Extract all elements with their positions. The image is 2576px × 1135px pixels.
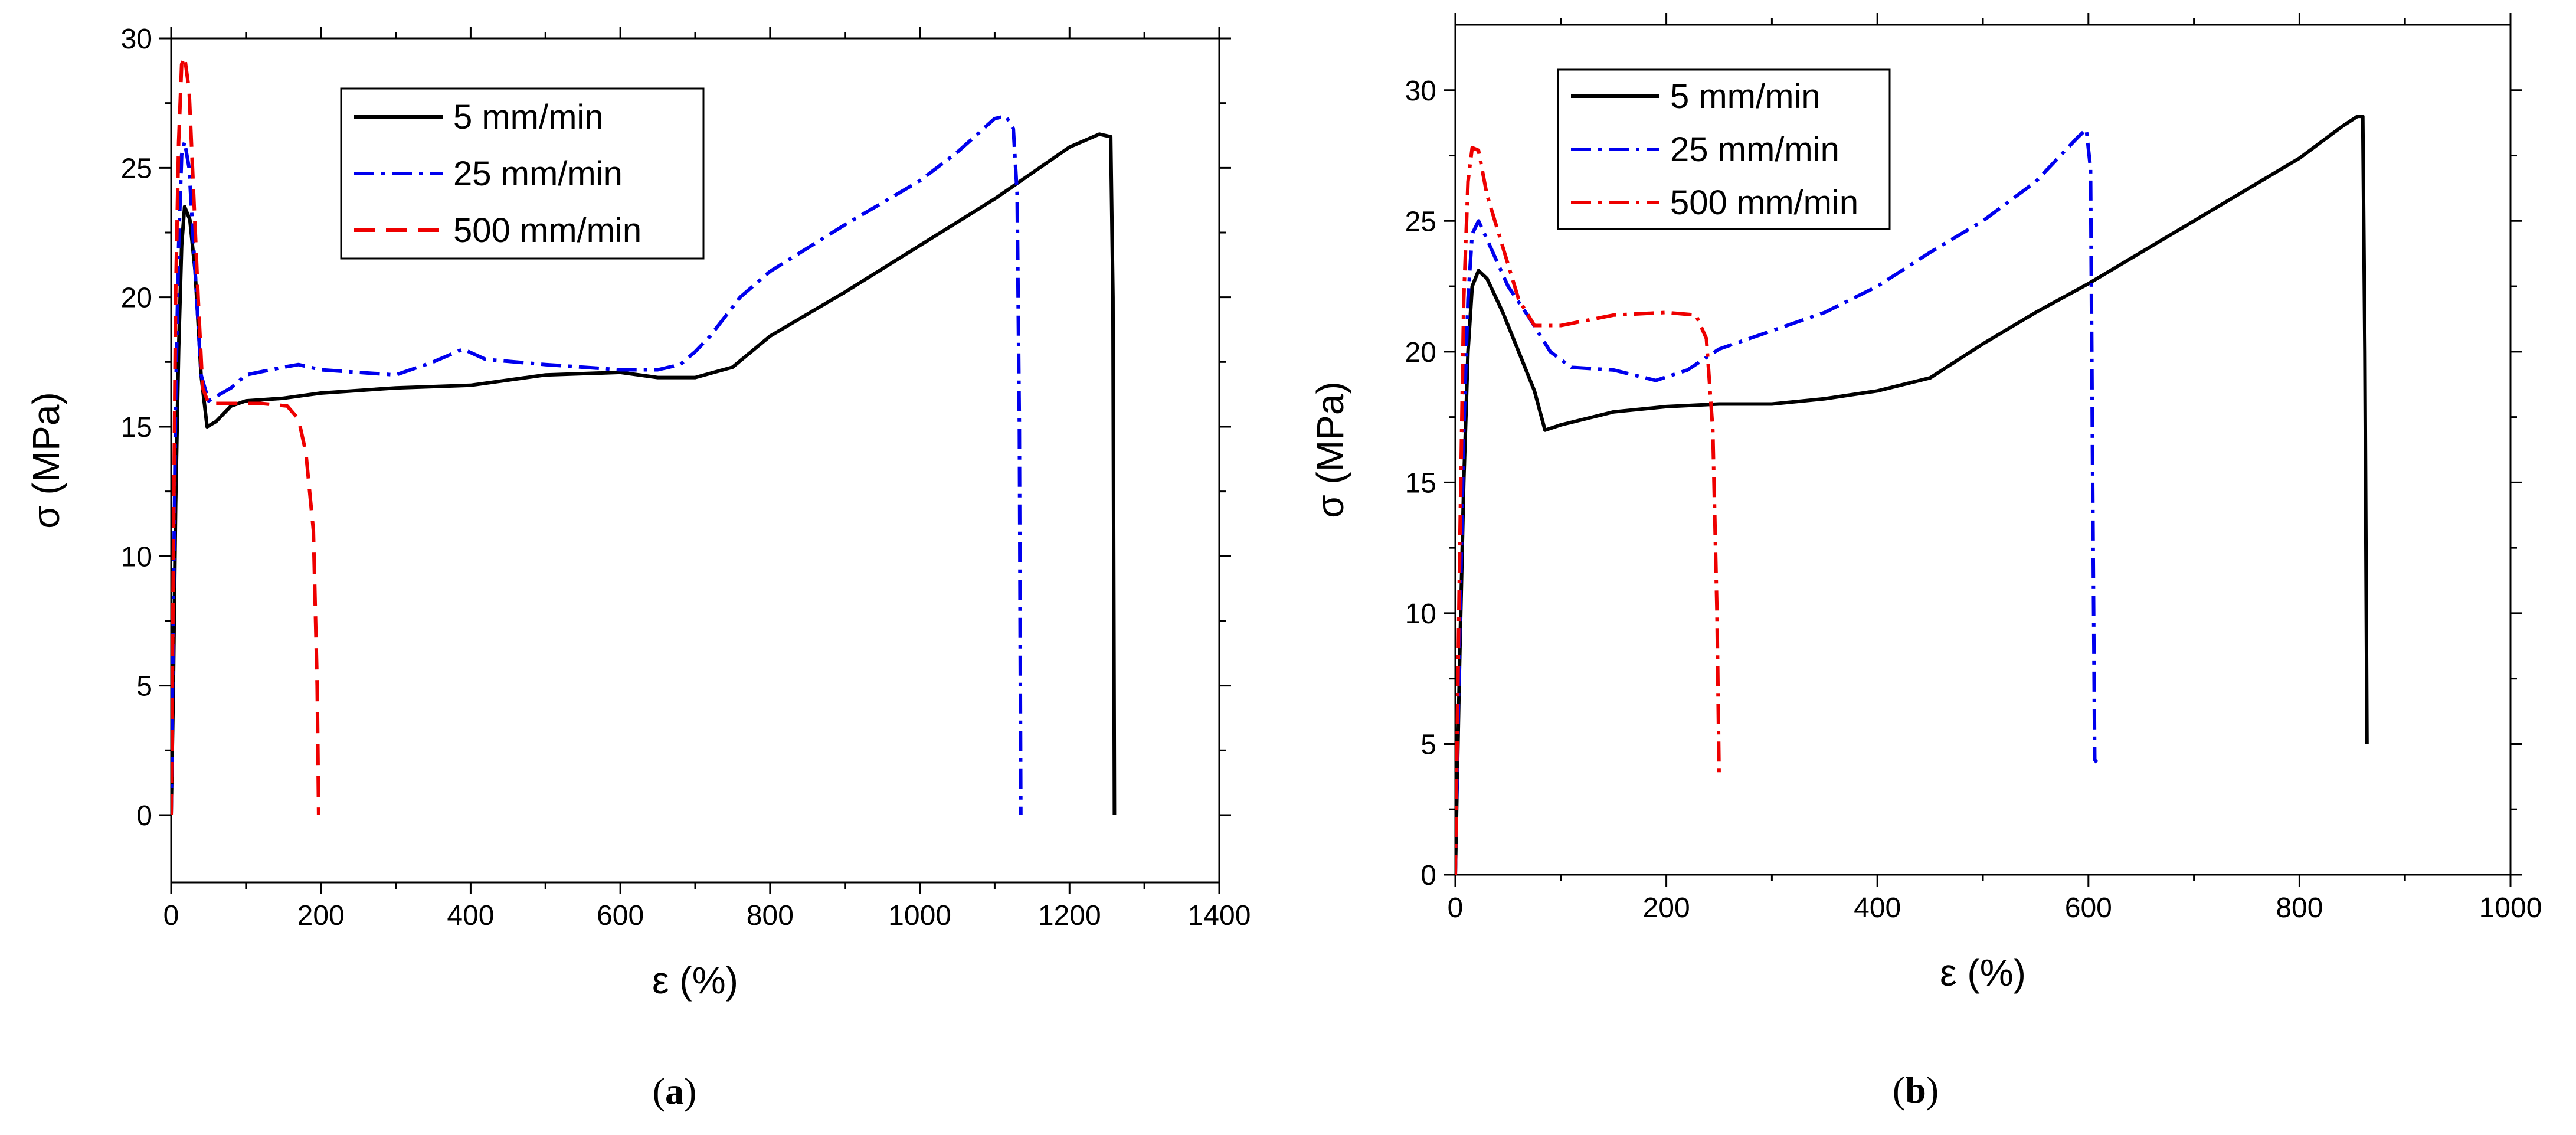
legend-label: 500 mm/min <box>1670 184 1858 222</box>
series-line-2 <box>1455 127 2099 875</box>
x-tick-label: 400 <box>1854 892 1901 924</box>
y-tick-label: 0 <box>1420 860 1436 891</box>
y-tick-label: 5 <box>136 671 152 702</box>
x-tick-label: 800 <box>747 900 794 931</box>
legend-label: 25 mm/min <box>1670 130 1839 169</box>
caption-close-paren: ) <box>1926 1069 1939 1111</box>
y-tick-label: 15 <box>121 412 152 443</box>
y-tick-label: 15 <box>1405 467 1436 499</box>
caption-open-paren: ( <box>653 1070 665 1112</box>
x-tick-label: 600 <box>2065 892 2112 924</box>
series-line-3 <box>171 54 320 816</box>
series-line-1 <box>1455 115 2369 875</box>
y-axis-title: σ (MPa) <box>1309 381 1351 518</box>
x-tick-label: 0 <box>163 900 179 931</box>
panel-caption: (b) <box>1893 1069 1939 1111</box>
caption-label: a <box>665 1070 684 1112</box>
y-axis-title: σ (MPa) <box>25 392 67 529</box>
y-tick-label: 20 <box>121 283 152 314</box>
x-tick-label: 1000 <box>2479 892 2542 924</box>
legend-label: 25 mm/min <box>453 155 623 193</box>
x-tick-label: 800 <box>2276 892 2323 924</box>
y-tick-label: 10 <box>121 541 152 573</box>
series-line-1 <box>171 132 1117 816</box>
x-tick-label: 200 <box>1643 892 1690 924</box>
panel-caption: (a) <box>653 1070 697 1112</box>
x-tick-label: 1000 <box>888 900 951 931</box>
series-line-3 <box>1455 146 1721 875</box>
legend-label: 5 mm/min <box>453 98 604 136</box>
panel-b: 0 200 400 600 800 1000 0 5 10 15 20 25 30 ε (%) σ (MPa… <box>1309 13 2542 1111</box>
panel-a: 0 200 400 600 800 1000 1200 1400 0 5 10 15 20 25 30 ε (… <box>25 24 1251 1112</box>
x-axis-title: ε (%) <box>652 959 738 1002</box>
caption-open-paren: ( <box>1893 1069 1905 1111</box>
legend-label: 500 mm/min <box>453 211 641 250</box>
caption-close-paren: ) <box>684 1070 696 1112</box>
y-tick-label: 25 <box>1405 206 1436 237</box>
y-tick-label: 30 <box>1405 76 1436 107</box>
x-axis-title: ε (%) <box>1940 951 2026 994</box>
y-tick-label: 10 <box>1405 598 1436 630</box>
caption-label: b <box>1905 1069 1926 1111</box>
x-tick-label: 400 <box>447 900 494 931</box>
y-tick-label: 20 <box>1405 337 1436 368</box>
x-tick-label: 1200 <box>1038 900 1101 931</box>
x-tick-label: 0 <box>1448 892 1464 924</box>
y-tick-label: 30 <box>121 24 152 55</box>
series-line-2 <box>171 114 1023 816</box>
y-tick-label: 0 <box>136 800 152 832</box>
x-tick-label: 200 <box>297 900 345 931</box>
x-tick-label: 600 <box>597 900 644 931</box>
legend-label: 5 mm/min <box>1670 77 1821 116</box>
x-tick-label: 1400 <box>1188 900 1251 931</box>
y-tick-label: 25 <box>121 153 152 184</box>
y-tick-label: 5 <box>1420 729 1436 760</box>
